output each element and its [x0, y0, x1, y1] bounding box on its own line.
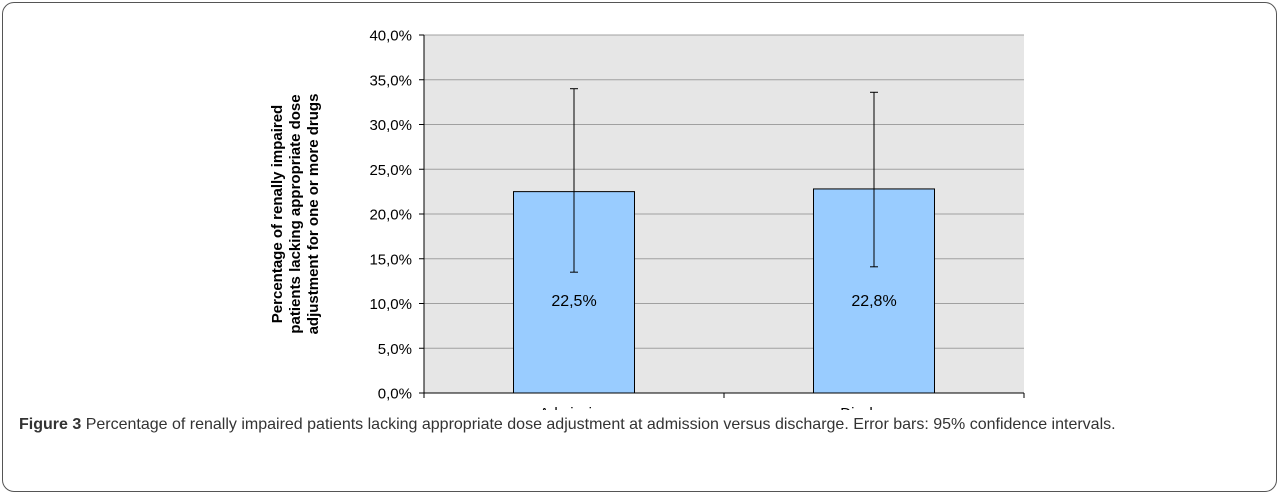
y-tick-label: 10,0% — [369, 296, 412, 313]
y-tick-label: 25,0% — [369, 162, 412, 179]
y-axis-ticks: 0,0% 5,0% 10,0% 15,0% 20,0% 25,0% 30,0% 35,0% 40… — [369, 28, 424, 403]
y-tick-label: 40,0% — [369, 28, 412, 45]
x-tick-label: Discharge — [840, 405, 908, 410]
figure-caption: Figure 3 Percentage of renally impaired … — [19, 412, 1249, 438]
error-bars — [570, 88, 878, 273]
y-axis-label-line: Percentage of renally impaired — [269, 105, 286, 323]
value-label: 22,8% — [851, 293, 896, 310]
y-tick-label: 15,0% — [369, 251, 412, 268]
y-axis-label: Percentage of renally impairedpatients l… — [269, 94, 322, 335]
x-tick-label: Admission — [539, 405, 608, 410]
y-tick-label: 30,0% — [369, 117, 412, 134]
y-tick-label: 5,0% — [378, 341, 412, 358]
y-tick-label: 35,0% — [369, 72, 412, 89]
value-labels: 22,5% 22,8% — [551, 293, 896, 310]
y-tick-label: 20,0% — [369, 207, 412, 224]
y-axis-label-line: adjustment for one or more drugs — [305, 94, 322, 335]
bar-chart: 0,0% 5,0% 10,0% 15,0% 20,0% 25,0% 30,0% 35,0% 40… — [269, 28, 1025, 410]
x-axis-labels: Admission Discharge — [423, 393, 1025, 410]
y-axis-label-line: patients lacking appropriate dose — [287, 94, 304, 333]
caption-text: Percentage of renally impaired patients … — [85, 416, 1116, 433]
value-label: 22,5% — [551, 293, 596, 310]
y-tick-label: 0,0% — [378, 386, 412, 403]
caption-label: Figure 3 — [19, 416, 82, 433]
